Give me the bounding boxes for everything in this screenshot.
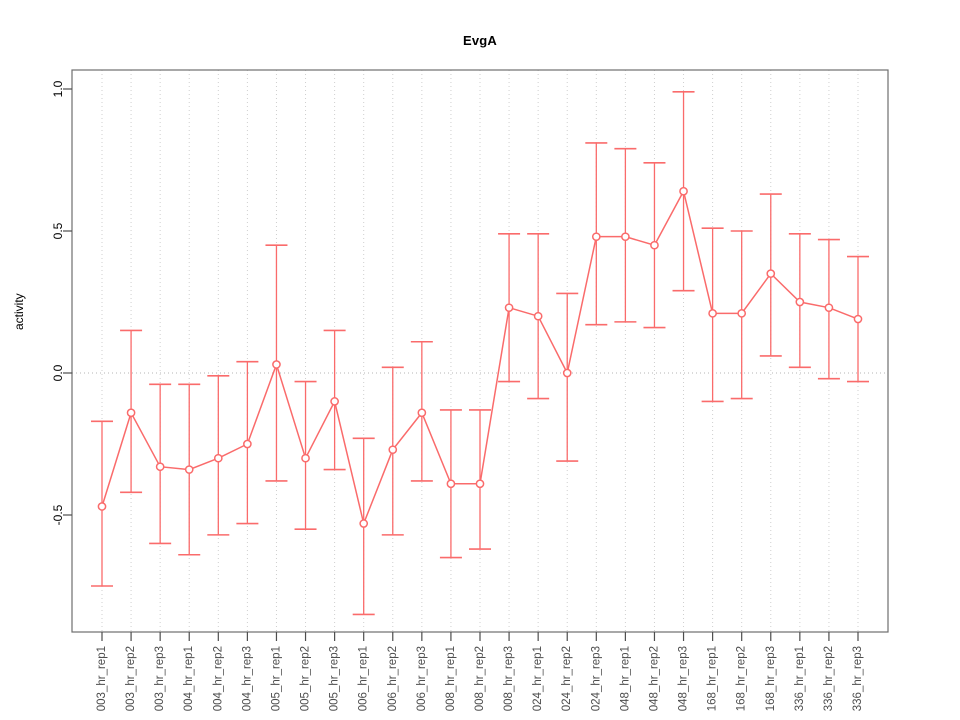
svg-text:024_hr_rep3: 024_hr_rep3 [590, 646, 602, 711]
svg-text:006_hr_rep2: 006_hr_rep2 [387, 646, 399, 711]
svg-text:1.0: 1.0 [51, 80, 65, 97]
svg-text:003_hr_rep1: 003_hr_rep1 [96, 646, 108, 711]
svg-text:003_hr_rep3: 003_hr_rep3 [154, 646, 166, 711]
svg-text:024_hr_rep1: 024_hr_rep1 [532, 646, 544, 711]
svg-text:168_hr_rep3: 168_hr_rep3 [765, 646, 777, 711]
svg-text:024_hr_rep2: 024_hr_rep2 [561, 646, 573, 711]
svg-text:008_hr_rep2: 008_hr_rep2 [474, 646, 486, 711]
svg-text:004_hr_rep2: 004_hr_rep2 [212, 646, 224, 711]
svg-text:336_hr_rep2: 336_hr_rep2 [823, 646, 835, 711]
svg-text:336_hr_rep3: 336_hr_rep3 [852, 646, 864, 711]
svg-text:048_hr_rep2: 048_hr_rep2 [648, 646, 660, 711]
chart-title: EvgA [462, 33, 498, 48]
svg-text:004_hr_rep1: 004_hr_rep1 [183, 646, 195, 711]
svg-text:003_hr_rep2: 003_hr_rep2 [125, 646, 137, 711]
svg-text:-0.5: -0.5 [51, 504, 65, 525]
svg-text:0.5: 0.5 [51, 222, 65, 239]
svg-text:008_hr_rep3: 008_hr_rep3 [503, 646, 515, 711]
y-axis-group: 1.0 0.5 0.0 -0.5 [51, 80, 72, 525]
svg-text:0.0: 0.0 [51, 364, 65, 381]
svg-text:005_hr_rep2: 005_hr_rep2 [300, 646, 312, 711]
svg-text:336_hr_rep1: 336_hr_rep1 [794, 646, 806, 711]
svg-text:008_hr_rep1: 008_hr_rep1 [445, 646, 457, 711]
x-axis-group: 003_hr_rep1 003_hr_rep2 003_hr_rep3 004_hr_… [96, 632, 864, 711]
svg-text:006_hr_rep1: 006_hr_rep1 [358, 646, 370, 711]
svg-text:004_hr_rep3: 004_hr_rep3 [241, 646, 253, 711]
svg-text:006_hr_rep3: 006_hr_rep3 [416, 646, 428, 711]
svg-text:005_hr_rep1: 005_hr_rep1 [270, 646, 282, 711]
svg-text:005_hr_rep3: 005_hr_rep3 [329, 646, 341, 711]
svg-text:048_hr_rep1: 048_hr_rep1 [619, 646, 631, 711]
svg-text:168_hr_rep2: 168_hr_rep2 [736, 646, 748, 711]
data-points-group [97, 186, 863, 528]
svg-text:048_hr_rep3: 048_hr_rep3 [678, 646, 690, 711]
svg-text:168_hr_rep1: 168_hr_rep1 [707, 646, 719, 711]
